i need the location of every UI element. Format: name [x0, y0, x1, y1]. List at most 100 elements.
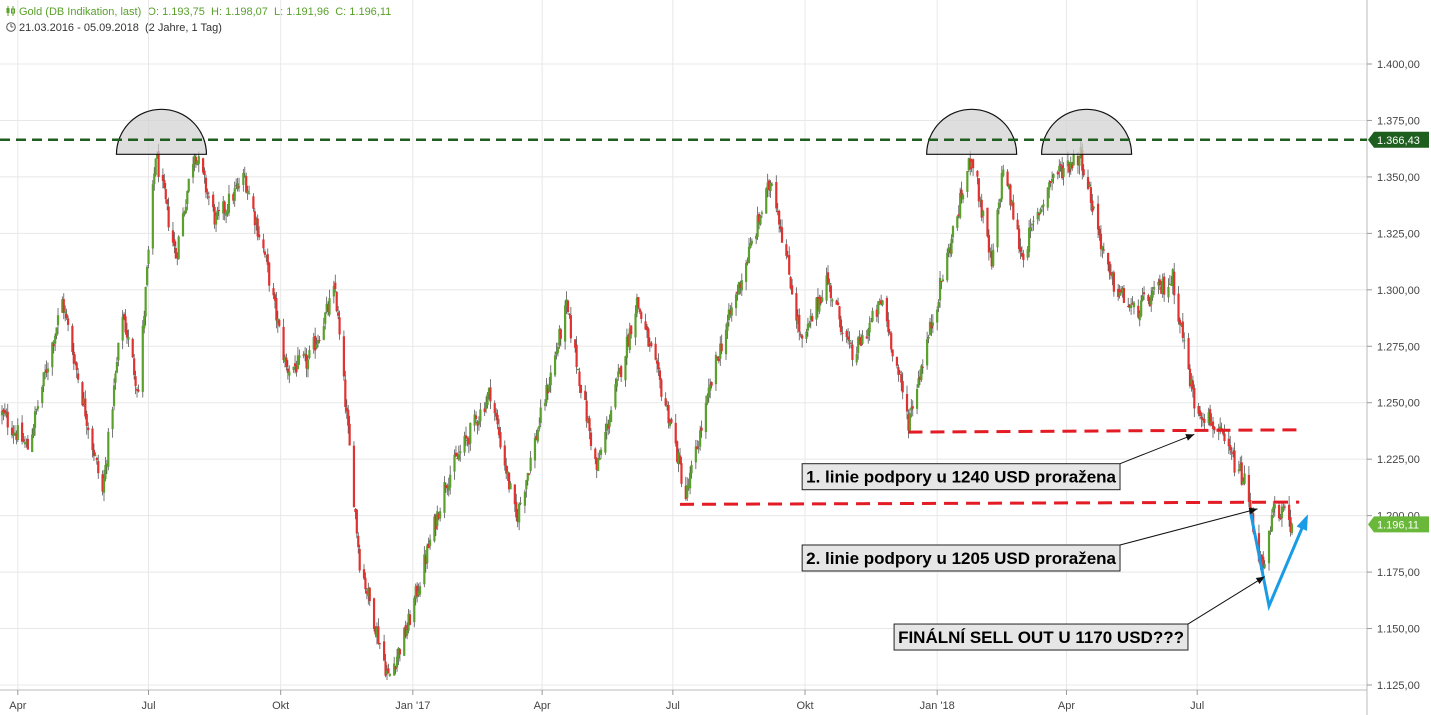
- candle: [775, 175, 778, 213]
- candle-body: [1227, 438, 1230, 447]
- candle: [990, 244, 993, 270]
- candle-body: [135, 389, 139, 391]
- annotation-text: 2. linie podpory u 1205 USD proražena: [806, 549, 1116, 568]
- candle: [574, 339, 577, 353]
- candle: [871, 307, 874, 323]
- candle: [1132, 301, 1136, 315]
- candle-body: [1177, 293, 1180, 322]
- candle-body: [759, 216, 762, 225]
- candle-body: [1108, 261, 1111, 273]
- candle: [367, 582, 370, 605]
- candle-body: [318, 339, 321, 341]
- candle: [553, 351, 557, 378]
- candle: [908, 408, 911, 434]
- candle: [709, 378, 712, 399]
- candle-body: [105, 463, 108, 466]
- candle: [77, 367, 80, 384]
- candle: [357, 532, 360, 554]
- annotation: 1. linie podpory u 1240 USD proražena: [801, 433, 1195, 491]
- candle-body: [928, 321, 932, 335]
- candle: [255, 216, 258, 231]
- candle-body: [365, 590, 368, 594]
- candle-body: [970, 161, 973, 168]
- candle-body: [525, 480, 528, 490]
- candle: [615, 377, 618, 392]
- candle-body: [699, 430, 702, 447]
- candle: [1038, 212, 1041, 222]
- candle: [569, 307, 572, 344]
- candle-body: [1071, 163, 1074, 169]
- x-tick-label: Apr: [9, 700, 26, 712]
- candle-body: [980, 199, 983, 218]
- candle: [378, 642, 381, 649]
- candle: [1227, 430, 1230, 454]
- candle-body: [283, 357, 287, 362]
- clock-icon: [6, 22, 16, 32]
- candle-body: [413, 597, 416, 623]
- candle: [1088, 181, 1091, 188]
- candle: [15, 430, 18, 445]
- candle: [322, 317, 325, 341]
- candle: [1269, 526, 1272, 535]
- annotation-text: FINÁLNÍ SELL OUT U 1170 USD???: [898, 628, 1184, 647]
- candle: [918, 369, 922, 386]
- candle: [1290, 522, 1294, 536]
- candle: [166, 199, 169, 211]
- candle: [816, 288, 820, 318]
- candle-body: [147, 249, 150, 264]
- candle-body: [989, 251, 992, 253]
- last-price-tag-label: 1.196,11: [1377, 519, 1419, 531]
- candle-body: [1230, 451, 1233, 453]
- candle-body: [971, 159, 975, 169]
- candle: [788, 246, 791, 276]
- candle-body: [615, 379, 618, 387]
- candle-body: [1069, 161, 1072, 170]
- candle: [243, 166, 246, 178]
- candle-body: [474, 415, 478, 419]
- candle: [637, 296, 640, 310]
- candle-body: [204, 177, 208, 193]
- candle-body: [503, 445, 506, 466]
- candle: [778, 209, 781, 233]
- candle: [598, 450, 601, 461]
- candle-body: [769, 183, 772, 192]
- candle-body: [1111, 273, 1114, 277]
- candlestick-icon: [6, 6, 16, 16]
- candle-body: [493, 403, 496, 414]
- candle: [1020, 246, 1024, 258]
- candle-body: [558, 328, 561, 345]
- candle-body: [496, 414, 499, 425]
- candle: [258, 226, 261, 241]
- candle-body: [877, 301, 880, 315]
- candle: [256, 214, 259, 241]
- candle: [921, 359, 924, 374]
- candle-body: [1207, 412, 1210, 424]
- candle-body: [1211, 421, 1215, 429]
- candle: [614, 378, 617, 410]
- candle: [298, 349, 301, 365]
- candle-body: [538, 425, 541, 429]
- candle: [177, 235, 180, 260]
- candle-body: [454, 452, 458, 457]
- candle: [137, 384, 140, 393]
- candle: [759, 214, 762, 226]
- candle-body: [609, 410, 613, 422]
- candle: [509, 481, 512, 490]
- candle: [84, 390, 87, 420]
- candle-body: [66, 318, 70, 325]
- candle: [506, 466, 509, 481]
- candle: [263, 248, 266, 258]
- candle-body: [947, 247, 950, 253]
- candle: [676, 440, 679, 464]
- candle: [444, 482, 447, 493]
- resistance-price-tag: 1.366,43: [1368, 131, 1429, 148]
- candle: [272, 283, 275, 299]
- candle-body: [1262, 557, 1265, 568]
- candle-body: [1016, 219, 1019, 230]
- candle: [233, 181, 236, 207]
- candle: [186, 190, 189, 211]
- candle: [1036, 207, 1039, 225]
- candle: [869, 317, 873, 323]
- candle: [114, 370, 117, 390]
- candle: [505, 457, 508, 480]
